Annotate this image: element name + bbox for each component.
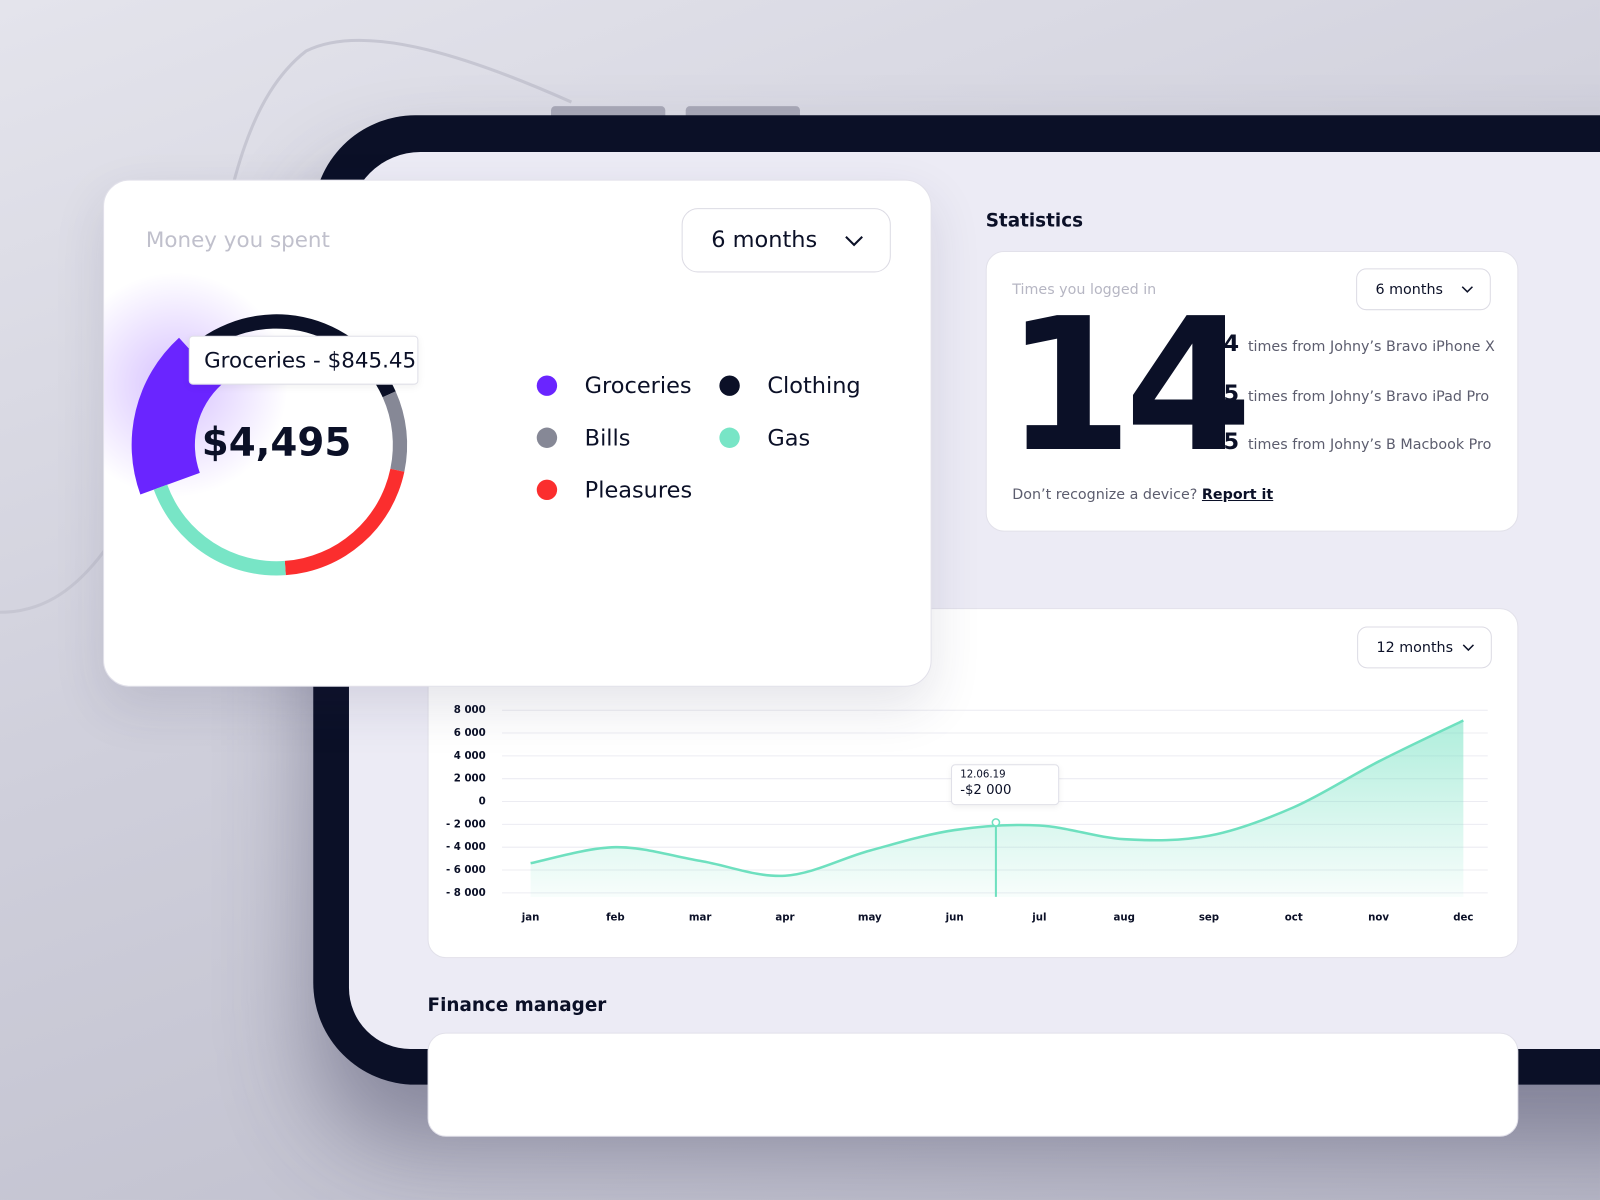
donut-chart: $4,495 Groceries Clothing Bills Pleasures Ga… [104, 272, 861, 576]
x-tick-label: apr [775, 912, 794, 923]
x-tick-label: feb [606, 912, 625, 923]
period-dropdown[interactable]: 12 months [1357, 626, 1492, 669]
period-dropdown[interactable]: 6 months [681, 208, 891, 273]
chart-tooltip: 12.06.19 -$2 000 [951, 764, 1060, 806]
tooltip-point [991, 818, 1001, 827]
x-tick-label: sep [1199, 912, 1219, 923]
period-dropdown[interactable]: 6 months [1356, 268, 1491, 311]
dropdown-label: 12 months [1376, 639, 1454, 656]
spending-card: Money you spent 6 months $4,495 Grocerie… [103, 179, 932, 687]
device-count: 5 [1223, 429, 1240, 456]
donut-segment [284, 468, 405, 576]
y-tick-label: 6 000 [454, 728, 486, 739]
donut-total: $4,495 [202, 420, 352, 465]
legend-dot [719, 427, 740, 448]
legend-label: Bills [585, 425, 631, 451]
x-tick-label: jun [945, 912, 964, 923]
y-tick-label: 0 [479, 797, 486, 808]
chevron [1462, 644, 1474, 652]
statistics-title: Times you logged in [1012, 281, 1157, 298]
x-tick-label: mar [689, 912, 712, 923]
legend-label: Clothing [767, 373, 860, 399]
x-tick-label: jan [521, 912, 540, 923]
chevron [1461, 286, 1473, 293]
tooltip-value: -$2 000 [960, 782, 1012, 798]
balance-card: 12 months 8 000 6 000 4 000 2 000 0 - 2 000 - … [427, 608, 1519, 959]
tooltip-date: 12.06.19 [960, 769, 1006, 781]
y-tick-label: 2 000 [454, 774, 486, 785]
device-label: times from Johny’s B Macbook Pro [1247, 436, 1492, 454]
x-tick-label: aug [1113, 912, 1134, 923]
area [530, 720, 1464, 897]
legend-dot [536, 479, 558, 500]
donut-segment [188, 314, 396, 398]
y-tick-label: - 6 000 [446, 865, 486, 876]
dropdown-label: 6 months [711, 227, 818, 254]
y-tick-label: 4 000 [454, 751, 486, 762]
spending-title: Money you spent [145, 227, 330, 253]
device-label: times from Johny’s Bravo iPhone X [1247, 338, 1495, 356]
legend-label: Gas [767, 425, 810, 451]
legend-dot [719, 375, 740, 396]
report-link[interactable]: Report it [1201, 486, 1274, 504]
x-tick-label: may [858, 912, 882, 923]
donut-tooltip: Groceries - $845.45 [188, 335, 419, 385]
statistics-heading: Statistics [985, 210, 1084, 232]
device-label: times from Johny’s Bravo iPad Pro [1247, 388, 1490, 406]
finance-heading: Finance manager [427, 994, 607, 1017]
device-row: 5 times from Johny’s B Macbook Pro [1223, 430, 1491, 456]
device-count: 5 [1223, 381, 1240, 408]
y-tick-label: - 8 000 [446, 888, 486, 899]
x-tick-label: dec [1453, 912, 1473, 923]
chevron [845, 236, 863, 247]
legend-dot [536, 427, 558, 448]
device-count: 4 [1223, 331, 1240, 358]
legend-dot [536, 375, 558, 396]
donut-segment [382, 391, 408, 472]
footer-text: Don’t recognize a device? [1012, 486, 1198, 504]
legend-label: Pleasures [585, 477, 692, 503]
device-row: 5 times from Johny’s Bravo iPad Pro [1223, 382, 1489, 408]
statistics-card: Times you logged in 6 months 14 4 times f… [985, 251, 1519, 532]
statistics-footer: Don’t recognize a device? Report it [1012, 487, 1273, 503]
device-row: 4 times from Johny’s Bravo iPhone X [1223, 332, 1494, 358]
donut-segment [153, 484, 286, 576]
legend-label: Groceries [585, 373, 692, 399]
y-tick-label: - 4 000 [446, 842, 486, 853]
x-tick-label: nov [1368, 912, 1389, 923]
finance-card [427, 1032, 1519, 1137]
y-tick-label: 8 000 [454, 705, 486, 716]
dropdown-label: 6 months [1375, 281, 1443, 298]
y-tick-label: - 2 000 [446, 819, 486, 830]
login-count: 14 [1005, 279, 1252, 493]
x-tick-label: jul [1031, 912, 1046, 923]
x-tick-label: oct [1285, 912, 1303, 923]
